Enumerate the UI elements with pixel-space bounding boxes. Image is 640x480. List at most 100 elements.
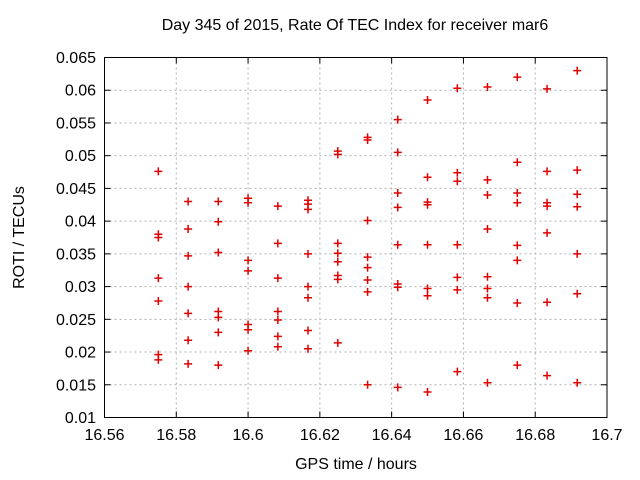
data-point bbox=[513, 361, 522, 370]
data-point bbox=[543, 298, 552, 307]
data-point bbox=[154, 274, 163, 283]
data-point bbox=[184, 251, 193, 260]
data-point bbox=[423, 284, 432, 293]
data-point bbox=[154, 167, 163, 176]
x-axis-label: GPS time / hours bbox=[295, 456, 417, 473]
y-tick-label: 0.05 bbox=[65, 148, 96, 165]
data-point bbox=[573, 166, 582, 175]
x-tick-label: 16.7 bbox=[591, 427, 622, 444]
points-layer bbox=[154, 66, 582, 396]
data-point bbox=[333, 257, 342, 266]
data-point bbox=[453, 177, 462, 186]
data-point bbox=[393, 148, 402, 157]
y-tick-label: 0.055 bbox=[56, 115, 96, 132]
y-tick-label: 0.06 bbox=[65, 83, 96, 100]
y-tick-label: 0.02 bbox=[65, 345, 96, 362]
data-point bbox=[453, 367, 462, 376]
data-point bbox=[483, 175, 492, 184]
data-point bbox=[273, 315, 282, 324]
x-tick-label: 16.58 bbox=[156, 427, 196, 444]
data-point bbox=[543, 228, 552, 237]
data-point bbox=[393, 188, 402, 197]
data-point bbox=[573, 66, 582, 75]
data-point bbox=[393, 240, 402, 249]
data-point bbox=[273, 239, 282, 248]
y-tick-label: 0.01 bbox=[65, 410, 96, 427]
data-point bbox=[573, 249, 582, 258]
data-point bbox=[363, 216, 372, 225]
data-point bbox=[453, 240, 462, 249]
data-point bbox=[333, 150, 342, 159]
data-point bbox=[184, 282, 193, 291]
data-point bbox=[483, 293, 492, 302]
data-point bbox=[184, 197, 193, 206]
data-point bbox=[393, 383, 402, 392]
data-point bbox=[513, 241, 522, 250]
data-point bbox=[453, 285, 462, 294]
data-point bbox=[214, 328, 223, 337]
y-tick-label: 0.045 bbox=[56, 181, 96, 198]
data-point bbox=[513, 298, 522, 307]
data-point bbox=[513, 188, 522, 197]
data-point bbox=[154, 233, 163, 242]
x-tick-label: 16.6 bbox=[233, 427, 264, 444]
data-point bbox=[363, 380, 372, 389]
data-point bbox=[423, 291, 432, 300]
data-point bbox=[423, 240, 432, 249]
plot-border bbox=[104, 57, 608, 418]
y-tick-label: 0.04 bbox=[65, 214, 96, 231]
data-point bbox=[453, 84, 462, 93]
data-point bbox=[483, 224, 492, 233]
data-point bbox=[304, 326, 313, 335]
data-point bbox=[154, 355, 163, 364]
data-point bbox=[333, 275, 342, 284]
data-point bbox=[363, 287, 372, 296]
data-point bbox=[304, 205, 313, 214]
data-point bbox=[214, 313, 223, 322]
x-tick-label: 16.64 bbox=[372, 427, 412, 444]
data-point bbox=[423, 200, 432, 209]
data-point bbox=[483, 284, 492, 293]
data-point bbox=[244, 198, 253, 207]
data-point bbox=[154, 296, 163, 305]
data-point bbox=[363, 253, 372, 262]
data-point bbox=[244, 346, 253, 355]
data-point bbox=[513, 198, 522, 207]
x-tick-label: 16.62 bbox=[300, 427, 340, 444]
chart-title: Day 345 of 2015, Rate Of TEC Index for r… bbox=[162, 17, 549, 34]
data-point bbox=[304, 249, 313, 258]
data-point bbox=[184, 309, 193, 318]
data-point bbox=[214, 197, 223, 206]
data-point bbox=[244, 256, 253, 265]
data-point bbox=[184, 359, 193, 368]
data-point bbox=[214, 217, 223, 226]
data-point bbox=[304, 282, 313, 291]
data-point bbox=[363, 263, 372, 272]
data-point bbox=[543, 371, 552, 380]
data-point bbox=[513, 73, 522, 82]
data-point bbox=[573, 202, 582, 211]
data-point bbox=[483, 378, 492, 387]
data-point bbox=[513, 256, 522, 265]
data-point bbox=[573, 289, 582, 298]
data-point bbox=[273, 202, 282, 211]
data-point bbox=[573, 378, 582, 387]
y-tick-label: 0.065 bbox=[56, 50, 96, 67]
data-point bbox=[214, 248, 223, 257]
data-point bbox=[423, 96, 432, 105]
data-point bbox=[333, 239, 342, 248]
data-point bbox=[393, 203, 402, 212]
data-point bbox=[273, 307, 282, 316]
data-point bbox=[333, 338, 342, 347]
data-point bbox=[393, 115, 402, 124]
data-point bbox=[304, 293, 313, 302]
data-point bbox=[244, 325, 253, 334]
data-point bbox=[273, 332, 282, 341]
data-point bbox=[483, 190, 492, 199]
y-tick-label: 0.025 bbox=[56, 312, 96, 329]
data-point bbox=[273, 274, 282, 283]
data-point bbox=[483, 82, 492, 91]
x-tick-label: 16.66 bbox=[443, 427, 483, 444]
